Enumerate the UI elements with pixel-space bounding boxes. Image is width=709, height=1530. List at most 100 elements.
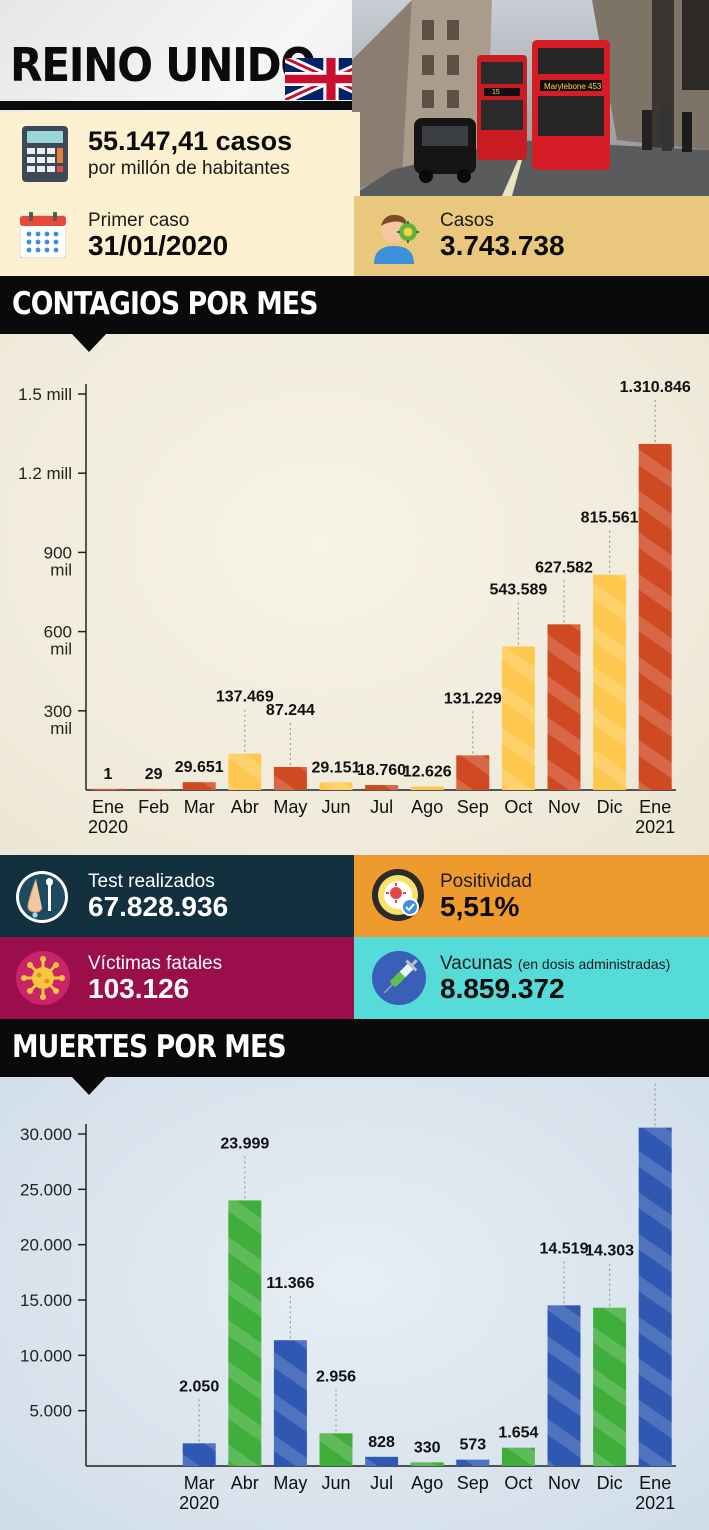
category-label: May bbox=[273, 1473, 307, 1493]
bar bbox=[638, 1127, 672, 1466]
bar bbox=[501, 646, 535, 790]
tests-label: Test realizados bbox=[88, 871, 215, 892]
bar bbox=[547, 624, 581, 790]
value-label: 543.589 bbox=[489, 581, 547, 598]
header: REINO UNIDO bbox=[0, 0, 709, 276]
vaccines-value: 8.859.372 bbox=[440, 973, 565, 1004]
cases-chart-panel: 300 mil 600 mil 900 mil 1.2 mill 1.5 mill 1 Ene 20… bbox=[0, 334, 709, 855]
syringe-icon bbox=[372, 951, 426, 1005]
bar bbox=[273, 1340, 307, 1466]
per-million-value: 55.147,41 casos bbox=[88, 126, 293, 156]
bar bbox=[91, 788, 125, 790]
category-label: Ago bbox=[411, 797, 443, 817]
value-label: 131.229 bbox=[444, 690, 502, 707]
cases-section-title: CONTAGIOS POR MES bbox=[12, 286, 318, 322]
category-label: Ene 2021 bbox=[635, 797, 675, 837]
y-tick-label: 900 mil bbox=[44, 543, 72, 579]
nose-swab-icon bbox=[16, 871, 68, 923]
y-tick-label: 15.000 bbox=[20, 1291, 72, 1310]
category-label: Ene 2021 bbox=[635, 1473, 675, 1513]
vaccines-label: Vacunas bbox=[440, 953, 513, 974]
value-label: 23.999 bbox=[220, 1135, 269, 1152]
vaccines-box: Vacunas (en dosis administradas) 8.859.3… bbox=[354, 937, 709, 1019]
category-label: Ago bbox=[411, 1473, 443, 1493]
value-label: 11.366 bbox=[266, 1275, 314, 1292]
bar bbox=[547, 1305, 581, 1466]
virus-icon bbox=[16, 951, 70, 1005]
category-label: Abr bbox=[231, 797, 259, 817]
category-label: Dic bbox=[597, 1473, 623, 1493]
category-label: Ene 2020 bbox=[88, 797, 128, 837]
title-underline bbox=[0, 101, 395, 110]
vaccines-label-row: Vacunas (en dosis administradas) bbox=[440, 953, 670, 975]
bar bbox=[228, 1200, 262, 1466]
virus-magnifier-icon bbox=[372, 869, 424, 921]
bar bbox=[273, 766, 307, 790]
value-label: 87.244 bbox=[266, 702, 315, 719]
category-label: Oct bbox=[504, 797, 532, 817]
y-tick-label: 25.000 bbox=[20, 1180, 72, 1199]
y-tick-label: 10.000 bbox=[20, 1346, 72, 1365]
value-label: 573 bbox=[459, 1437, 486, 1454]
category-label: Abr bbox=[231, 1473, 259, 1493]
category-label: May bbox=[273, 797, 307, 817]
bar bbox=[182, 782, 216, 790]
bar bbox=[593, 574, 627, 790]
first-case-box: Primer caso 31/01/2020 bbox=[0, 196, 354, 276]
value-label: 14.303 bbox=[585, 1243, 634, 1260]
category-label: Sep bbox=[457, 1473, 489, 1493]
positivity-label: Positividad bbox=[440, 871, 532, 892]
deaths-section-arrow bbox=[72, 1077, 106, 1095]
category-label: Oct bbox=[504, 1473, 532, 1493]
bar bbox=[365, 785, 399, 790]
value-label: 2.956 bbox=[316, 1368, 356, 1385]
sick-person-icon bbox=[374, 214, 419, 264]
bar bbox=[456, 1459, 490, 1466]
per-million-label: por millón de habitantes bbox=[88, 158, 290, 179]
deaths-section-header: MUERTES POR MES bbox=[0, 1019, 709, 1077]
value-label: 137.469 bbox=[216, 689, 274, 706]
cases-chart: 300 mil 600 mil 900 mil 1.2 mill 1.5 mill 1 Ene 20… bbox=[18, 379, 691, 837]
deaths-box: Víctimas fatales 103.126 bbox=[0, 937, 354, 1019]
value-label: 627.582 bbox=[535, 559, 593, 576]
cases-label: Casos bbox=[440, 210, 494, 231]
positivity-value: 5,51% bbox=[440, 891, 520, 922]
positivity-box: Positividad 5,51% bbox=[354, 855, 709, 937]
bar bbox=[410, 786, 444, 790]
category-label: Jun bbox=[321, 1473, 350, 1493]
london-street-photo: Marylebone 453 15 bbox=[352, 0, 709, 196]
calculator-icon bbox=[22, 126, 68, 182]
per-million-box: 55.147,41 casos por millón de habitantes bbox=[0, 112, 360, 196]
deaths-chart: 5.000 10.000 15.000 20.000 25.000 30.000 2.050… bbox=[20, 1077, 680, 1513]
y-tick-label: 600 mil bbox=[44, 623, 72, 659]
deaths-label: Víctimas fatales bbox=[88, 953, 223, 974]
first-case-value: 31/01/2020 bbox=[88, 230, 229, 261]
cases-section-header: CONTAGIOS POR MES bbox=[0, 276, 709, 334]
value-label: 29.651 bbox=[175, 759, 224, 776]
first-case-label: Primer caso bbox=[88, 210, 190, 231]
calendar-icon bbox=[20, 212, 66, 258]
category-label: Jul bbox=[370, 1473, 393, 1493]
value-label: 828 bbox=[368, 1434, 395, 1451]
y-tick-label: 1.5 mill bbox=[18, 385, 72, 404]
category-label: Nov bbox=[548, 1473, 580, 1493]
bar bbox=[593, 1307, 627, 1466]
bar bbox=[365, 1456, 399, 1466]
category-label: Mar bbox=[184, 797, 215, 817]
y-tick-label: 5.000 bbox=[29, 1402, 72, 1421]
category-label: Feb bbox=[138, 797, 169, 817]
cases-box: Casos 3.743.738 bbox=[354, 196, 709, 276]
value-label: 12.626 bbox=[403, 764, 452, 781]
bar bbox=[501, 1447, 535, 1466]
page-title: REINO UNIDO bbox=[10, 38, 316, 92]
bus-sign: Marylebone 453 bbox=[544, 82, 602, 91]
value-label: 29 bbox=[145, 766, 163, 783]
value-label: 1.654 bbox=[498, 1425, 538, 1442]
y-tick-label: 20.000 bbox=[20, 1236, 72, 1255]
category-label: Dic bbox=[597, 797, 623, 817]
category-label: Nov bbox=[548, 797, 580, 817]
category-label: Jul bbox=[370, 797, 393, 817]
value-label: 29.151 bbox=[312, 759, 361, 776]
deaths-value: 103.126 bbox=[88, 973, 190, 1004]
bar bbox=[638, 443, 672, 790]
